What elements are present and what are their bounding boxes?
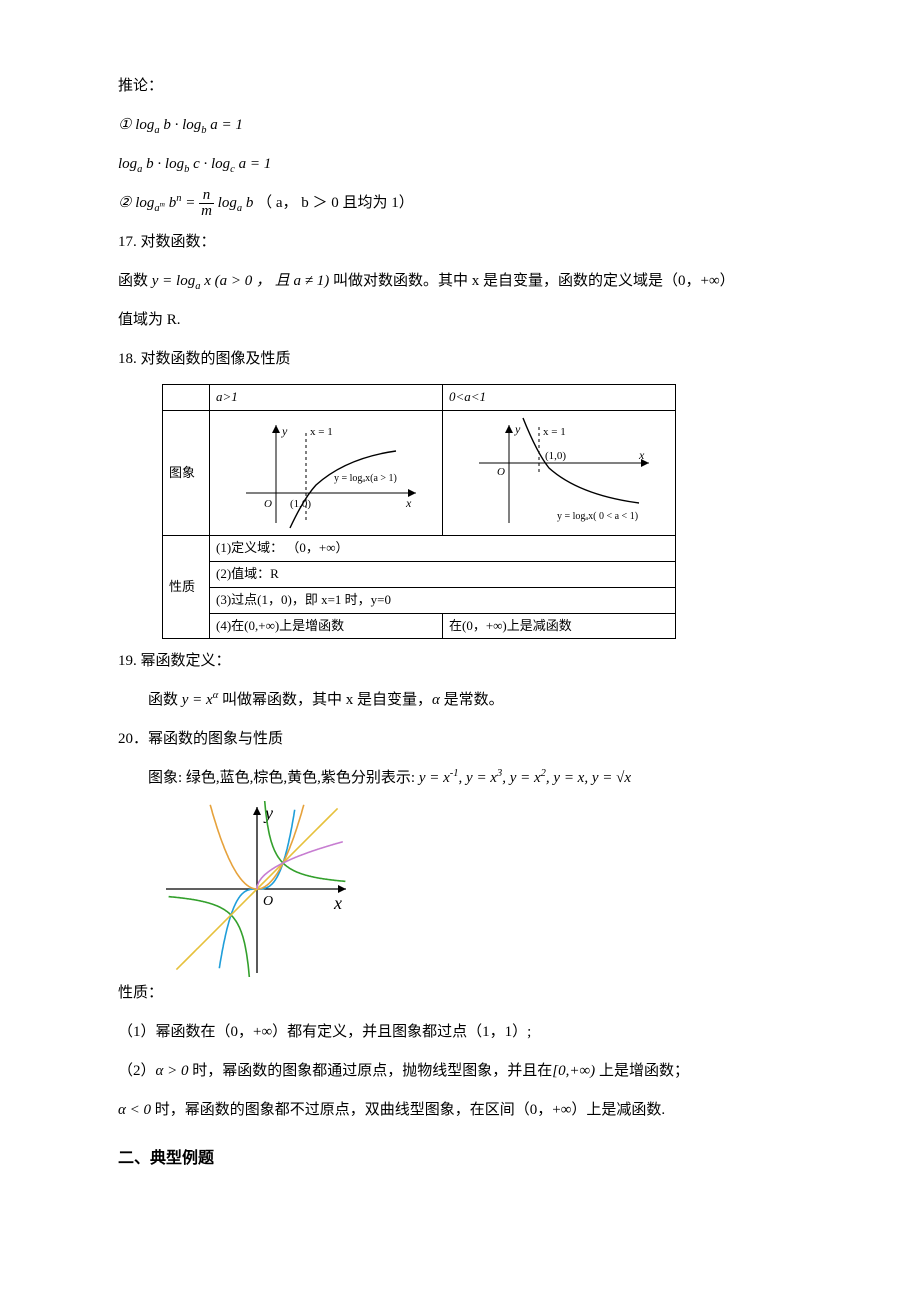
svg-text:x: x [333,893,342,913]
section-examples: 二、典型例题 [118,1141,802,1176]
corollary-1: ① loga b · logb a = 1 [118,109,802,142]
page: 推论： ① loga b · logb a = 1 loga b · logb … [0,0,920,1243]
svg-text:y: y [514,422,521,436]
power-function-graph: Oxy [162,801,352,977]
log-properties-table: a>1 0<a<1 图象 y x = 1 x O (1,0) y = l [162,384,676,639]
power-prop3: α < 0 时，幂函数的图象都不过原点，双曲线型图象，在区间（0，+∞）上是减函… [118,1094,802,1127]
graph-a-cell: y x = 1 x O (1,0) y = logₐx(a > 1) [210,411,443,536]
heading-17: 17. 对数函数： [118,226,802,259]
heading-19: 19. 幂函数定义： [118,645,802,678]
svg-text:x = 1: x = 1 [310,426,333,438]
power-prop2: （2）α > 0 时，幂函数的图象都通过原点，抛物线型图象，并且在[0,+∞) … [118,1055,802,1088]
power-def: 函数 y = xα 叫做幂函数，其中 x 是自变量，α 是常数。 [118,684,802,717]
prop1: (1)定义域： （0，+∞） [210,536,676,562]
graph-b-cell: y x = 1 x O (1,0) y = logₐx( 0 < a < 1) [443,411,676,536]
heading-18: 18. 对数函数的图像及性质 [118,343,802,376]
svg-text:O: O [497,466,505,478]
row-graph-label: 图象 [163,411,210,536]
log-graph-b: y x = 1 x O (1,0) y = logₐx( 0 < a < 1) [449,413,669,533]
svg-text:y: y [281,424,288,438]
props-heading: 性质： [118,977,802,1010]
corollary-1b: loga b · logb c · logc a = 1 [118,148,802,181]
corollary-heading: 推论： [118,70,802,103]
power-graph-legend: 图象: 绿色,蓝色,棕色,黄色,紫色分别表示: y = x-1, y = x3,… [118,762,802,795]
row-prop-label: 性质 [163,536,210,639]
svg-text:O: O [263,894,273,909]
svg-text:(1,0): (1,0) [290,498,311,510]
log-def: 函数 y = loga x (a > 0 ， 且 a ≠ 1) 叫做对数函数。其… [118,265,802,298]
col-b-header: 0<a<1 [443,385,676,411]
power-graph-wrap: Oxy [162,801,802,977]
power-prop1: （1）幂函数在（0，+∞）都有定义，并且图象都过点（1，1）; [118,1016,802,1049]
corollary-2: ② logam bn = nm loga b （ a， b ＞ 0 且均为 1） [118,187,802,220]
svg-text:O: O [264,498,272,510]
svg-text:x: x [638,448,645,462]
heading-20: 20．幂函数的图象与性质 [118,723,802,756]
svg-text:y = logₐx(a > 1): y = logₐx(a > 1) [334,473,397,484]
svg-text:(1,0): (1,0) [545,450,566,462]
prop3: (3)过点(1，0)，即 x=1 时，y=0 [210,587,676,613]
svg-text:x: x [405,496,412,510]
log-range: 值域为 R. [118,304,802,337]
prop4a: (4)在(0,+∞)上是增函数 [210,613,443,639]
prop2: (2)值域：R [210,561,676,587]
svg-text:y = logₐx( 0 < a < 1): y = logₐx( 0 < a < 1) [557,511,638,522]
svg-text:x = 1: x = 1 [543,426,566,438]
prop4b: 在(0，+∞)上是减函数 [443,613,676,639]
log-graph-a: y x = 1 x O (1,0) y = logₐx(a > 1) [216,413,436,533]
col-a-header: a>1 [210,385,443,411]
